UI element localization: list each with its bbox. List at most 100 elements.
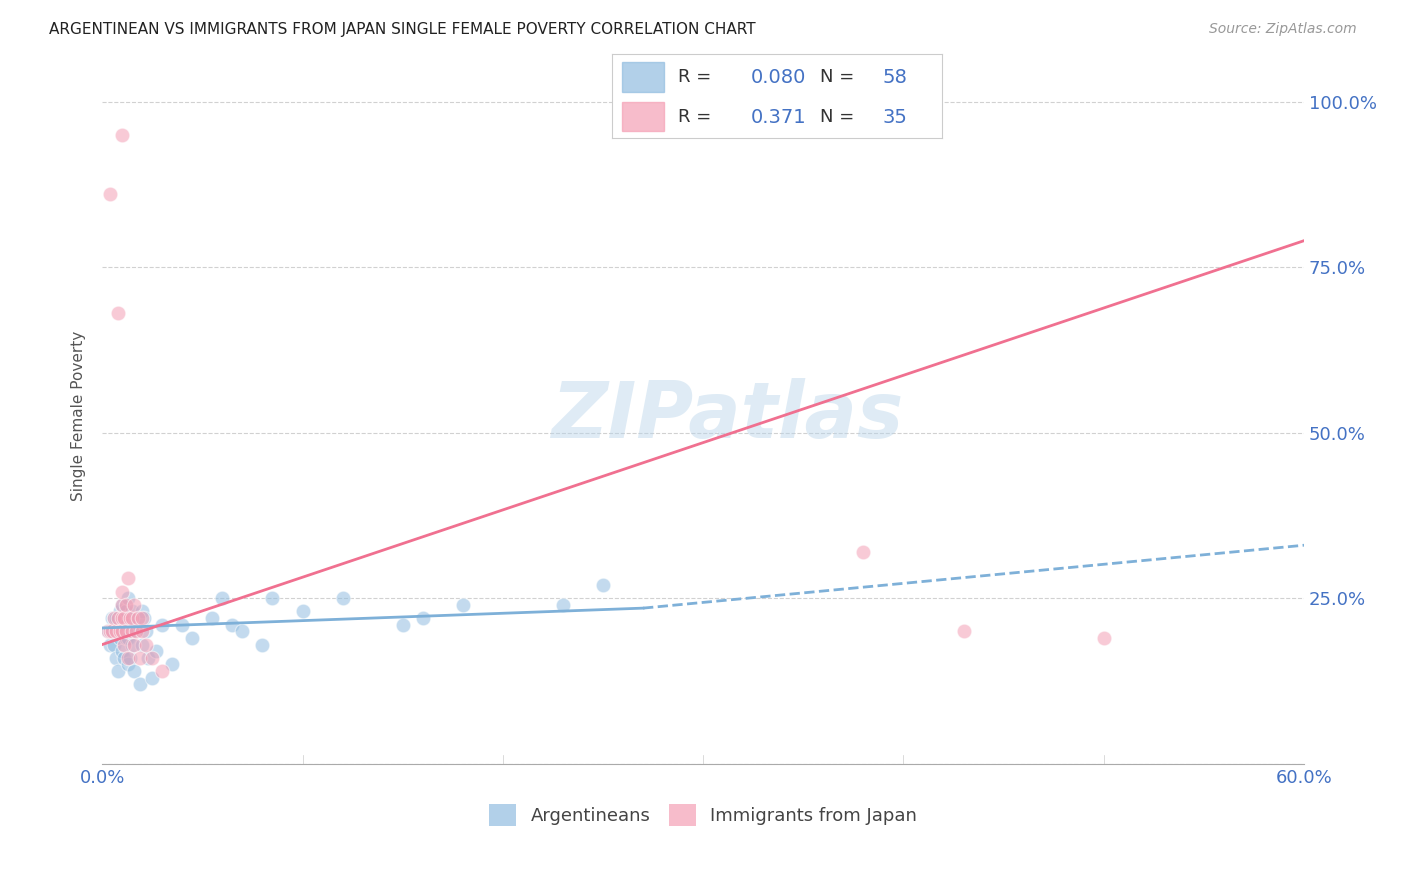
Point — [332, 591, 354, 606]
Point — [98, 187, 121, 202]
Point — [107, 611, 129, 625]
Point — [103, 638, 125, 652]
Point — [412, 611, 434, 625]
Point — [145, 644, 167, 658]
Point — [111, 611, 134, 625]
Point — [115, 631, 138, 645]
Y-axis label: Single Female Poverty: Single Female Poverty — [72, 331, 86, 501]
Point — [117, 631, 139, 645]
Point — [121, 604, 143, 618]
Point — [112, 650, 135, 665]
Point — [131, 638, 153, 652]
Point — [111, 624, 134, 639]
Bar — [621, 102, 665, 131]
Legend: Argentineans, Immigrants from Japan: Argentineans, Immigrants from Japan — [482, 797, 924, 833]
Point — [125, 624, 148, 639]
Point — [150, 664, 173, 678]
Point — [105, 650, 128, 665]
Text: 58: 58 — [883, 68, 907, 87]
Point — [121, 624, 143, 639]
Point — [97, 624, 120, 639]
Point — [111, 584, 134, 599]
Point — [101, 624, 124, 639]
Point — [391, 617, 413, 632]
Point — [122, 598, 145, 612]
Point — [112, 638, 135, 652]
Point — [125, 624, 148, 639]
Point — [117, 591, 139, 606]
Text: ZIPatlas: ZIPatlas — [551, 378, 903, 454]
Point — [107, 664, 129, 678]
Text: 0.080: 0.080 — [751, 68, 806, 87]
Point — [122, 638, 145, 652]
Point — [107, 624, 129, 639]
Point — [98, 638, 121, 652]
Point — [107, 306, 129, 320]
Point — [111, 611, 134, 625]
Point — [120, 617, 142, 632]
Point — [117, 657, 139, 672]
Point — [201, 611, 224, 625]
Point — [127, 611, 149, 625]
Point — [105, 611, 128, 625]
Point — [131, 624, 153, 639]
Point — [117, 571, 139, 585]
Point — [181, 631, 204, 645]
Point — [98, 624, 121, 639]
Point — [111, 598, 134, 612]
Point — [291, 604, 314, 618]
Text: R =: R = — [678, 69, 717, 87]
Point — [115, 604, 138, 618]
Point — [112, 611, 135, 625]
Point — [211, 591, 233, 606]
Point — [117, 650, 139, 665]
Point — [231, 624, 253, 639]
Point — [131, 604, 153, 618]
Point — [252, 638, 274, 652]
Text: N =: N = — [820, 108, 859, 126]
Text: ARGENTINEAN VS IMMIGRANTS FROM JAPAN SINGLE FEMALE POVERTY CORRELATION CHART: ARGENTINEAN VS IMMIGRANTS FROM JAPAN SIN… — [49, 22, 756, 37]
Point — [451, 598, 474, 612]
Point — [110, 604, 132, 618]
Point — [120, 611, 142, 625]
Point — [110, 617, 132, 632]
Point — [952, 624, 974, 639]
Point — [120, 650, 142, 665]
Point — [111, 644, 134, 658]
Point — [221, 617, 243, 632]
Point — [103, 611, 125, 625]
Point — [131, 611, 153, 625]
Point — [97, 624, 120, 639]
Point — [101, 611, 124, 625]
Point — [110, 624, 132, 639]
Point — [852, 545, 875, 559]
Point — [262, 591, 284, 606]
Point — [121, 611, 143, 625]
Point — [135, 638, 157, 652]
Point — [129, 677, 152, 691]
Point — [129, 650, 152, 665]
Point — [103, 611, 125, 625]
Point — [115, 598, 138, 612]
Point — [101, 624, 124, 639]
Point — [141, 650, 163, 665]
Point — [134, 611, 156, 625]
Point — [111, 624, 134, 639]
Point — [1092, 631, 1115, 645]
Text: Source: ZipAtlas.com: Source: ZipAtlas.com — [1209, 22, 1357, 37]
Point — [111, 598, 134, 612]
Text: R =: R = — [678, 108, 723, 126]
Point — [135, 624, 157, 639]
Bar — [621, 62, 665, 92]
Point — [127, 611, 149, 625]
Point — [122, 617, 145, 632]
Text: 0.371: 0.371 — [751, 108, 806, 127]
Point — [551, 598, 574, 612]
Point — [150, 617, 173, 632]
Point — [136, 650, 159, 665]
Point — [111, 128, 134, 142]
Point — [141, 671, 163, 685]
Point — [172, 617, 194, 632]
Point — [110, 631, 132, 645]
Point — [121, 638, 143, 652]
